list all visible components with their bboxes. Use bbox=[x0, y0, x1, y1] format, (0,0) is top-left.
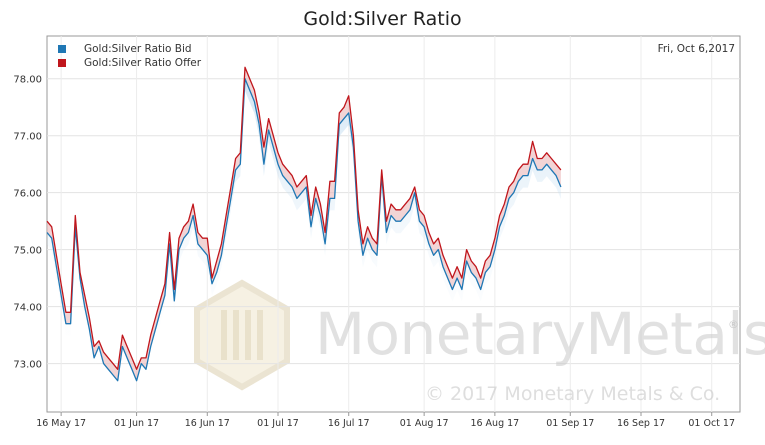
series-line-offer bbox=[46, 66, 562, 370]
legend-label-offer: Gold:Silver Ratio Offer bbox=[84, 57, 202, 69]
legend-swatch-offer bbox=[58, 59, 66, 67]
x-tick-label: 01 Jul 17 bbox=[257, 418, 299, 429]
watermark-logo-bar bbox=[221, 310, 227, 360]
x-tick-label: 16 Aug 17 bbox=[470, 418, 519, 429]
series-line-bid bbox=[46, 78, 562, 382]
x-tick-label: 16 Sep 17 bbox=[617, 418, 665, 429]
x-tick-label: 16 Jul 17 bbox=[328, 418, 370, 429]
watermark-registered-mark: ® bbox=[728, 318, 739, 331]
watermark-logo-icon bbox=[194, 279, 290, 391]
watermark-logo-bar bbox=[245, 310, 251, 360]
watermark-logo-bar bbox=[257, 310, 263, 360]
x-tick-label: 01 Aug 17 bbox=[400, 418, 449, 429]
legend: Gold:Silver Ratio Bid Gold:Silver Ratio … bbox=[58, 42, 201, 70]
x-tick-label: 01 Jun 17 bbox=[114, 418, 159, 429]
y-tick-label: 73.00 bbox=[13, 360, 42, 371]
x-tick-label: 16 Jun 17 bbox=[185, 418, 230, 429]
y-tick-label: 74.00 bbox=[13, 303, 42, 314]
x-tick-label: 01 Oct 17 bbox=[688, 418, 735, 429]
watermark-logo-bar bbox=[233, 310, 239, 360]
legend-swatch-bid bbox=[58, 45, 66, 53]
watermark-copyright: © 2017 Monetary Metals & Co. bbox=[425, 383, 721, 405]
y-tick-label: 78.00 bbox=[13, 75, 42, 86]
y-tick-label: 76.00 bbox=[13, 189, 42, 200]
watermark-brand-name: MonetaryMetals bbox=[315, 300, 765, 368]
x-tick-label: 01 Sep 17 bbox=[546, 418, 594, 429]
y-tick-label: 75.00 bbox=[13, 246, 42, 257]
y-tick-label: 77.00 bbox=[13, 132, 42, 143]
x-tick-label: 16 May 17 bbox=[36, 418, 86, 429]
legend-label-bid: Gold:Silver Ratio Bid bbox=[84, 43, 192, 55]
legend-item-bid[interactable]: Gold:Silver Ratio Bid bbox=[58, 42, 201, 56]
legend-item-offer[interactable]: Gold:Silver Ratio Offer bbox=[58, 56, 201, 70]
date-label: Fri, Oct 6,2017 bbox=[657, 43, 735, 55]
chart-title: Gold:Silver Ratio bbox=[303, 8, 462, 30]
